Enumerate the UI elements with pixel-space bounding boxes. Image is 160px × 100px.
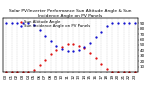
Sun Altitude Angle: [95, 57, 97, 59]
Sun Incidence Angle on PV Panels: [28, 23, 29, 24]
Legend: Sun Altitude Angle, Sun Incidence Angle on PV Panels: Sun Altitude Angle, Sun Incidence Angle …: [19, 20, 90, 28]
Sun Incidence Angle on PV Panels: [72, 51, 74, 52]
Sun Altitude Angle: [89, 52, 91, 53]
Sun Incidence Angle on PV Panels: [123, 23, 124, 24]
Sun Incidence Angle on PV Panels: [100, 31, 102, 32]
Sun Altitude Angle: [61, 46, 63, 47]
Sun Incidence Angle on PV Panels: [134, 23, 136, 24]
Sun Incidence Angle on PV Panels: [67, 50, 68, 52]
Sun Incidence Angle on PV Panels: [78, 49, 80, 50]
Sun Incidence Angle on PV Panels: [89, 42, 91, 43]
Sun Incidence Angle on PV Panels: [33, 24, 35, 26]
Sun Incidence Angle on PV Panels: [44, 35, 46, 36]
Sun Altitude Angle: [28, 71, 29, 73]
Sun Altitude Angle: [84, 48, 85, 49]
Sun Altitude Angle: [33, 70, 35, 71]
Sun Altitude Angle: [11, 71, 12, 73]
Sun Altitude Angle: [128, 71, 130, 73]
Sun Altitude Angle: [44, 59, 46, 60]
Sun Altitude Angle: [100, 63, 102, 64]
Sun Incidence Angle on PV Panels: [84, 47, 85, 48]
Sun Incidence Angle on PV Panels: [56, 45, 57, 46]
Line: Sun Incidence Angle on PV Panels: Sun Incidence Angle on PV Panels: [5, 23, 136, 52]
Sun Incidence Angle on PV Panels: [50, 41, 52, 42]
Sun Incidence Angle on PV Panels: [5, 23, 7, 24]
Sun Incidence Angle on PV Panels: [111, 23, 113, 24]
Sun Altitude Angle: [56, 49, 57, 50]
Sun Altitude Angle: [72, 43, 74, 44]
Sun Altitude Angle: [78, 45, 80, 46]
Sun Altitude Angle: [50, 54, 52, 55]
Sun Incidence Angle on PV Panels: [61, 48, 63, 49]
Sun Incidence Angle on PV Panels: [95, 37, 97, 38]
Sun Altitude Angle: [123, 71, 124, 73]
Sun Altitude Angle: [106, 69, 108, 70]
Sun Altitude Angle: [5, 71, 7, 73]
Sun Altitude Angle: [16, 71, 18, 73]
Sun Altitude Angle: [111, 71, 113, 73]
Sun Altitude Angle: [67, 44, 68, 45]
Sun Incidence Angle on PV Panels: [16, 23, 18, 24]
Title: Solar PV/Inverter Performance Sun Altitude Angle & Sun Incidence Angle on PV Pan: Solar PV/Inverter Performance Sun Altitu…: [9, 9, 132, 18]
Line: Sun Altitude Angle: Sun Altitude Angle: [5, 43, 136, 73]
Sun Altitude Angle: [22, 71, 24, 73]
Sun Incidence Angle on PV Panels: [117, 23, 119, 24]
Sun Incidence Angle on PV Panels: [11, 23, 12, 24]
Sun Incidence Angle on PV Panels: [106, 26, 108, 27]
Sun Altitude Angle: [39, 64, 40, 66]
Sun Incidence Angle on PV Panels: [39, 30, 40, 31]
Sun Incidence Angle on PV Panels: [128, 23, 130, 24]
Sun Altitude Angle: [134, 71, 136, 73]
Sun Incidence Angle on PV Panels: [22, 23, 24, 24]
Sun Altitude Angle: [117, 71, 119, 73]
